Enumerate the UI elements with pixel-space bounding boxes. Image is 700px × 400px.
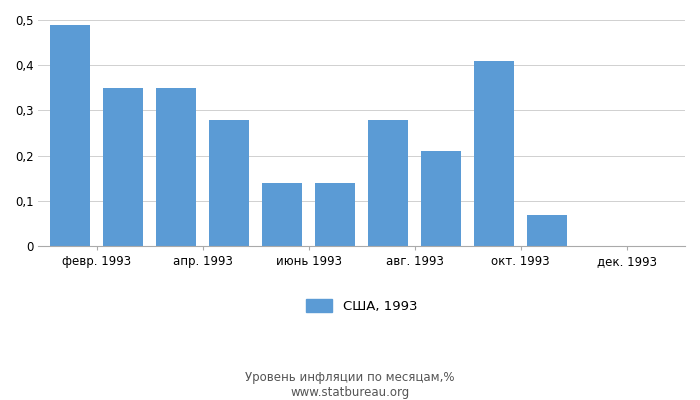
Bar <box>368 120 408 246</box>
Bar <box>262 183 302 246</box>
Bar <box>475 61 514 246</box>
Bar <box>50 24 90 246</box>
Bar <box>527 214 567 246</box>
Text: www.statbureau.org: www.statbureau.org <box>290 386 410 399</box>
Bar <box>209 120 249 246</box>
Bar <box>104 88 143 246</box>
Bar <box>421 151 461 246</box>
Bar <box>316 183 355 246</box>
Text: Уровень инфляции по месяцам,%: Уровень инфляции по месяцам,% <box>245 372 455 384</box>
Legend: США, 1993: США, 1993 <box>301 294 423 318</box>
Bar <box>156 88 196 246</box>
